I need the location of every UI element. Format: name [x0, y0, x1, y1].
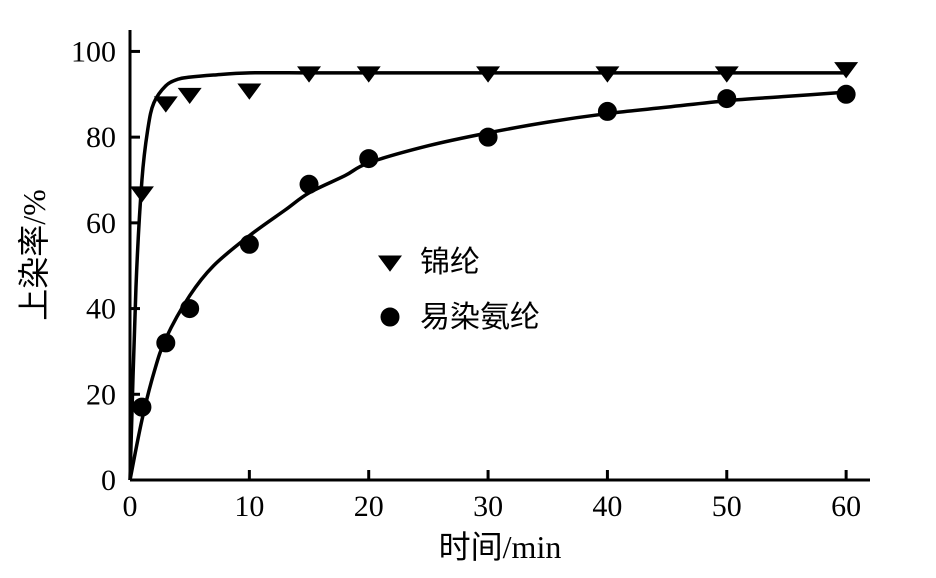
x-tick-label: 50 — [712, 490, 742, 523]
marker-circle — [240, 235, 258, 253]
y-tick-label: 20 — [86, 378, 116, 411]
marker-circle — [479, 128, 497, 146]
marker-triangle-down — [179, 88, 201, 103]
marker-triangle-down — [835, 63, 857, 78]
marker-triangle-down — [238, 84, 260, 99]
y-tick-label: 80 — [86, 121, 116, 154]
y-tick-label: 100 — [71, 35, 116, 68]
x-tick-label: 10 — [234, 490, 264, 523]
chart-container: 0 10 20 30 40 50 60 时间/min 0 20 40 60 80 100 上染率/% 锦纶易染… — [0, 0, 936, 578]
y-tick-label: 0 — [101, 464, 116, 497]
marker-triangle-down — [131, 187, 153, 202]
marker-circle — [360, 150, 378, 168]
marker-circle — [181, 300, 199, 318]
x-tick-label: 0 — [123, 490, 138, 523]
series-line-1 — [130, 92, 846, 480]
x-tick-label: 60 — [831, 490, 861, 523]
marker-circle — [718, 90, 736, 108]
y-axis-title: 上染率/% — [16, 189, 52, 321]
x-tick-label: 30 — [473, 490, 503, 523]
marker-circle — [837, 85, 855, 103]
marker-circle — [157, 334, 175, 352]
marker-circle — [300, 175, 318, 193]
y-tick-label: 40 — [86, 293, 116, 326]
legend-marker-triangle — [379, 256, 401, 271]
marker-triangle-down — [155, 97, 177, 112]
x-tick-label: 40 — [592, 490, 622, 523]
legend-marker-circle — [381, 308, 399, 326]
marker-circle — [133, 398, 151, 416]
legend-label-0: 锦纶 — [420, 246, 480, 279]
line-chart: 0 10 20 30 40 50 60 时间/min 0 20 40 60 80 100 上染率/% 锦纶易染… — [0, 0, 936, 578]
x-tick-label: 20 — [354, 490, 384, 523]
marker-circle — [598, 102, 616, 120]
legend-label-1: 易染氨纶 — [420, 301, 540, 334]
y-tick-label: 60 — [86, 207, 116, 240]
x-axis-title: 时间/min — [439, 529, 562, 565]
